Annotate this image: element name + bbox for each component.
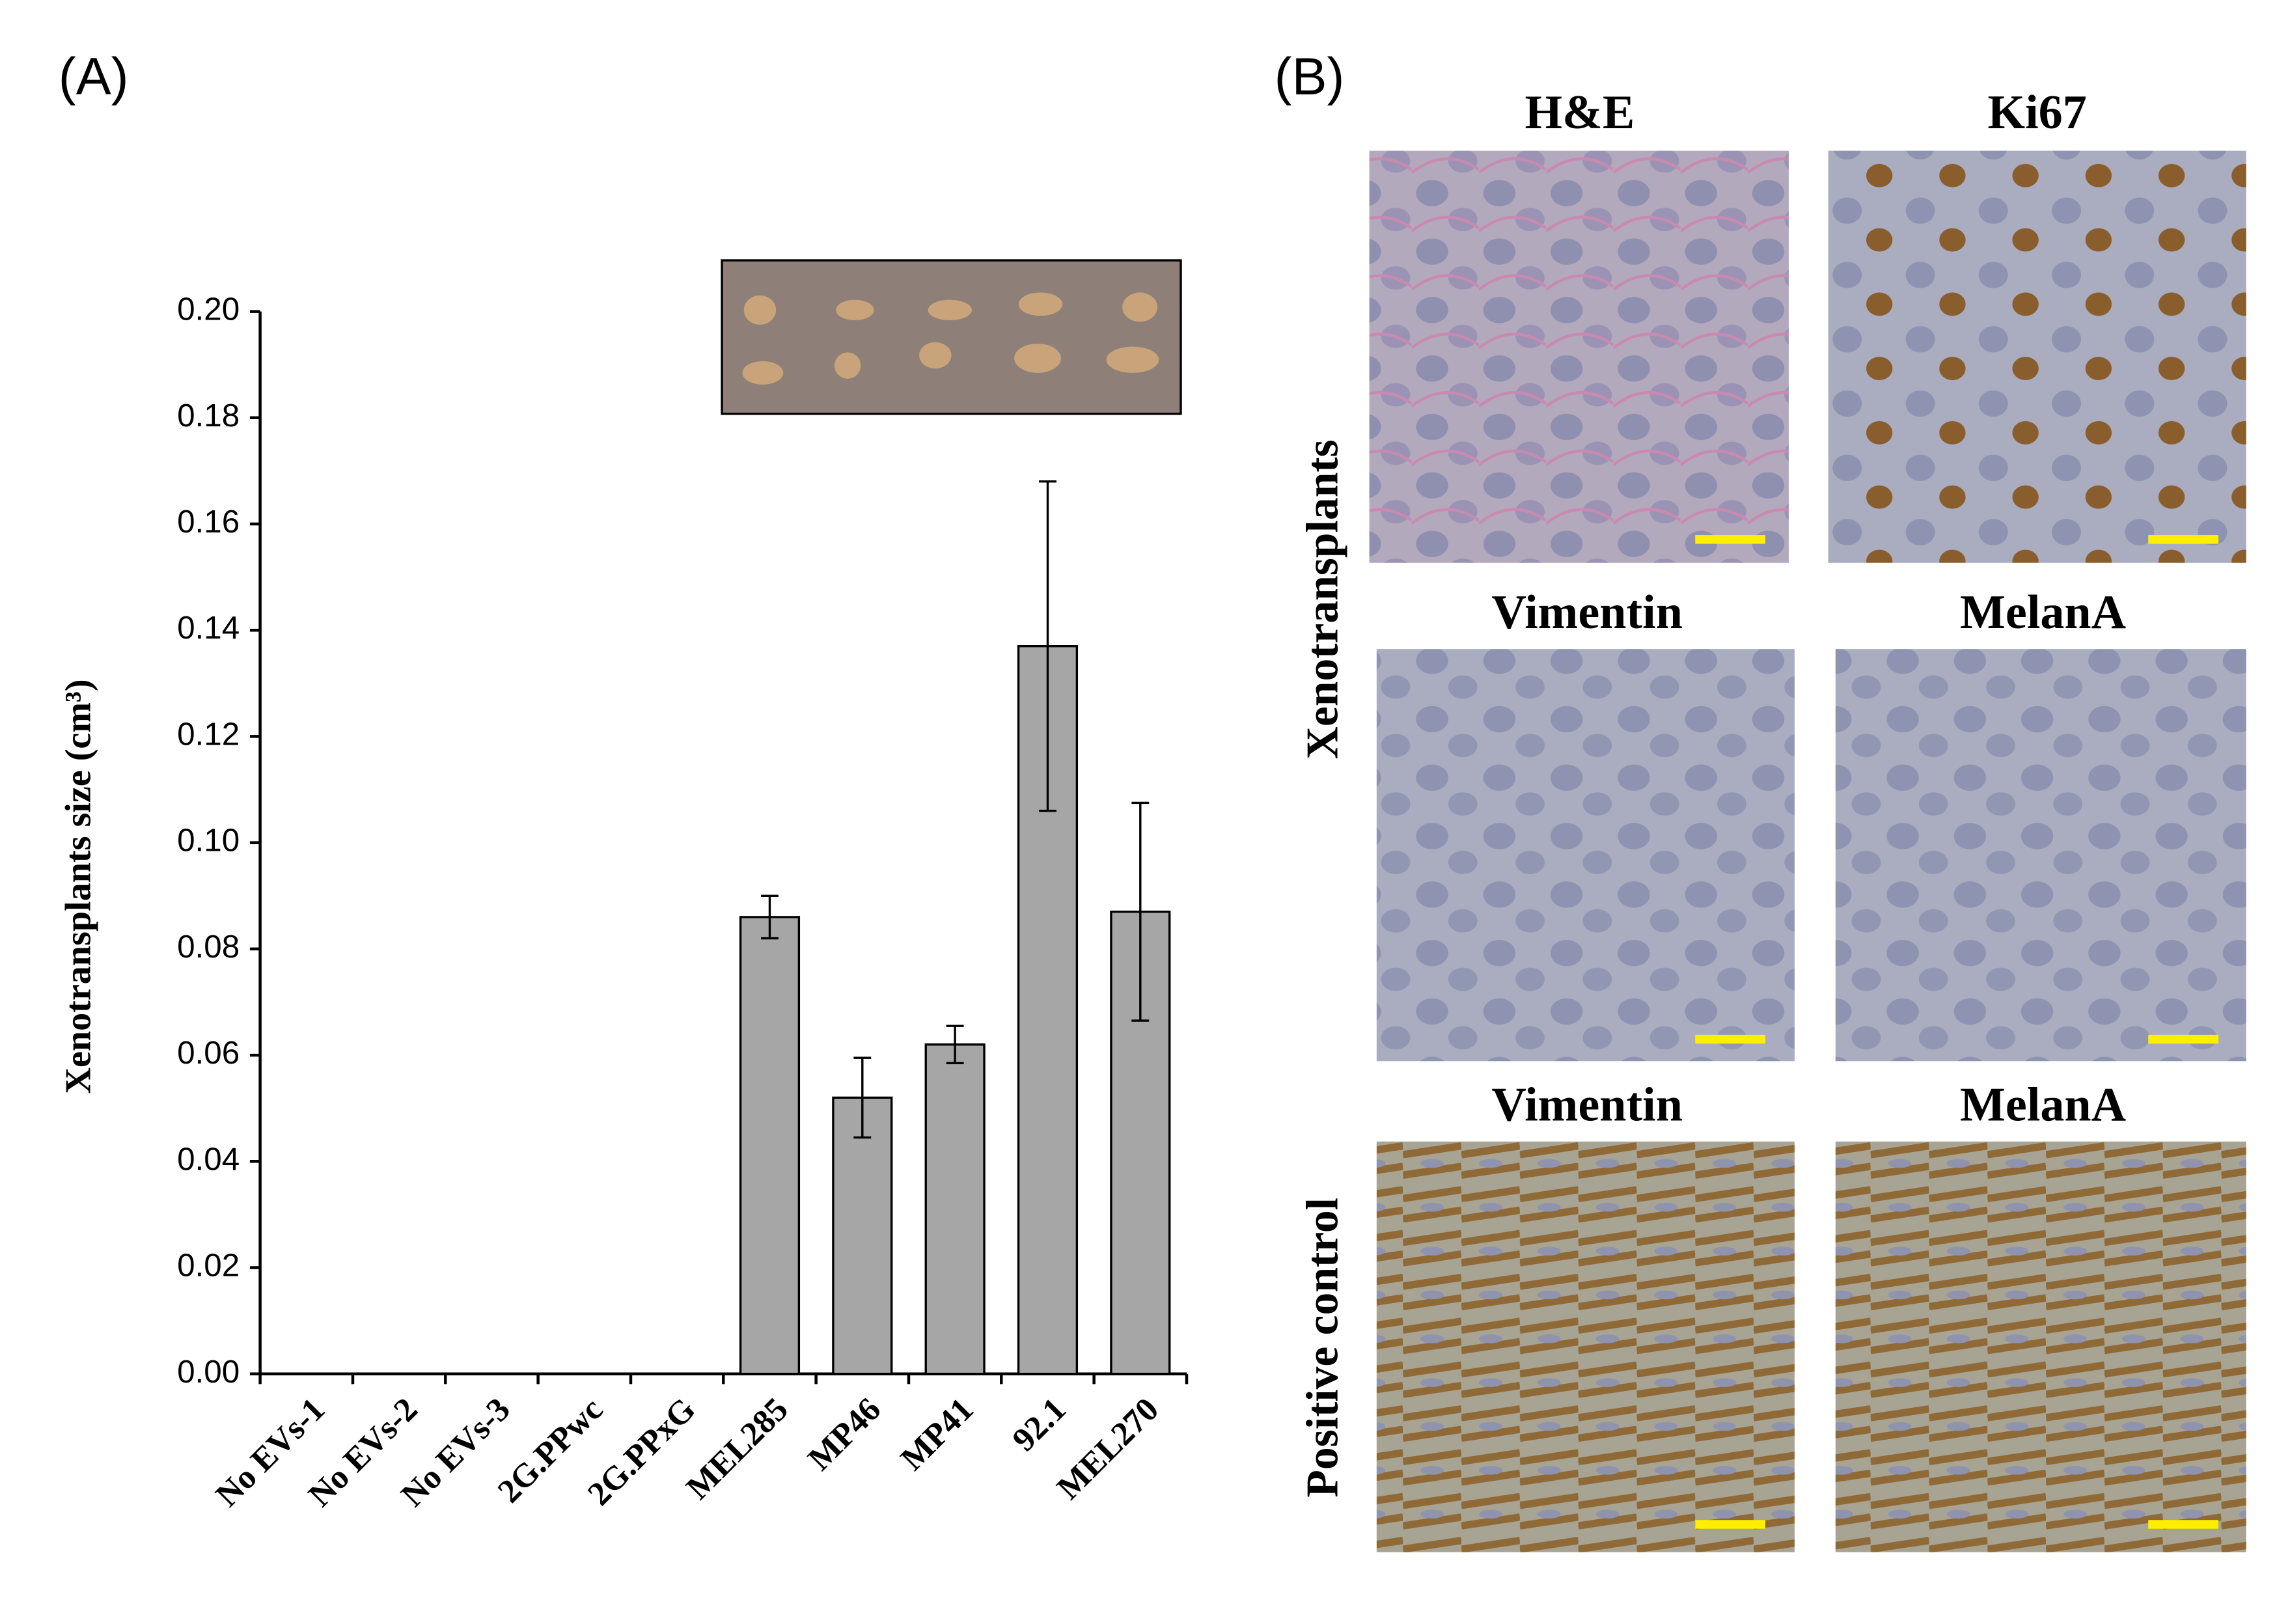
- micrograph: [1835, 1141, 2246, 1552]
- y-tick-label: 0.08: [177, 929, 240, 965]
- bar: [924, 1043, 986, 1375]
- micrograph-title: Vimentin: [1491, 586, 1683, 639]
- y-tick-label: 0.06: [177, 1035, 240, 1071]
- micrograph: [1828, 150, 2246, 563]
- micrograph-title: Ki67: [1987, 86, 2086, 139]
- micrograph-title: Vimentin: [1491, 1078, 1683, 1131]
- bar: [832, 1096, 893, 1375]
- micrographs: [1369, 150, 2246, 1552]
- y-tick-label: 0.12: [177, 716, 240, 752]
- row-label: Positive control: [1297, 1198, 1347, 1498]
- error-bar: [1131, 801, 1150, 1022]
- y-tick-label: 0.10: [177, 823, 240, 859]
- x-tick-label: MEL285: [680, 1391, 795, 1507]
- micrograph-title: MelanA: [1960, 1078, 2126, 1131]
- bar: [739, 916, 801, 1375]
- x-tick-label: MEL270: [1050, 1391, 1166, 1507]
- micrograph: [1369, 150, 1789, 563]
- inset-photo: [721, 259, 1182, 415]
- panel-label: (B): [1275, 48, 1345, 106]
- y-tick-label: 0.20: [177, 292, 240, 327]
- inset-samples: [742, 292, 1159, 385]
- x-tick-label: MP41: [894, 1391, 981, 1478]
- micrograph-title: H&E: [1525, 86, 1635, 139]
- error-bar: [853, 1056, 872, 1139]
- y-tick-label: 0.02: [177, 1248, 240, 1284]
- x-tick-label: 92.1: [1006, 1391, 1073, 1459]
- y-tick-label: 0.14: [177, 610, 240, 646]
- y-tick-label: 0.00: [177, 1354, 240, 1390]
- micrograph: [1835, 649, 2246, 1062]
- error-bar: [760, 894, 779, 940]
- y-tick-label: 0.16: [177, 504, 240, 540]
- y-tick-label: 0.18: [177, 398, 240, 434]
- scale-bars: [1695, 535, 2218, 1529]
- row-label: Xenotransplants: [1297, 439, 1347, 759]
- micrograph-title: MelanA: [1960, 586, 2126, 639]
- y-axis-label: Xenotransplants size (cm³): [59, 679, 99, 1094]
- error-bar: [946, 1025, 964, 1065]
- error-bar: [1039, 480, 1056, 812]
- panel-label: (A): [59, 48, 129, 106]
- micrograph: [1376, 1141, 1795, 1552]
- y-tick-label: 0.04: [177, 1141, 240, 1177]
- micrograph: [1376, 649, 1795, 1062]
- x-tick-label: MP46: [801, 1391, 889, 1478]
